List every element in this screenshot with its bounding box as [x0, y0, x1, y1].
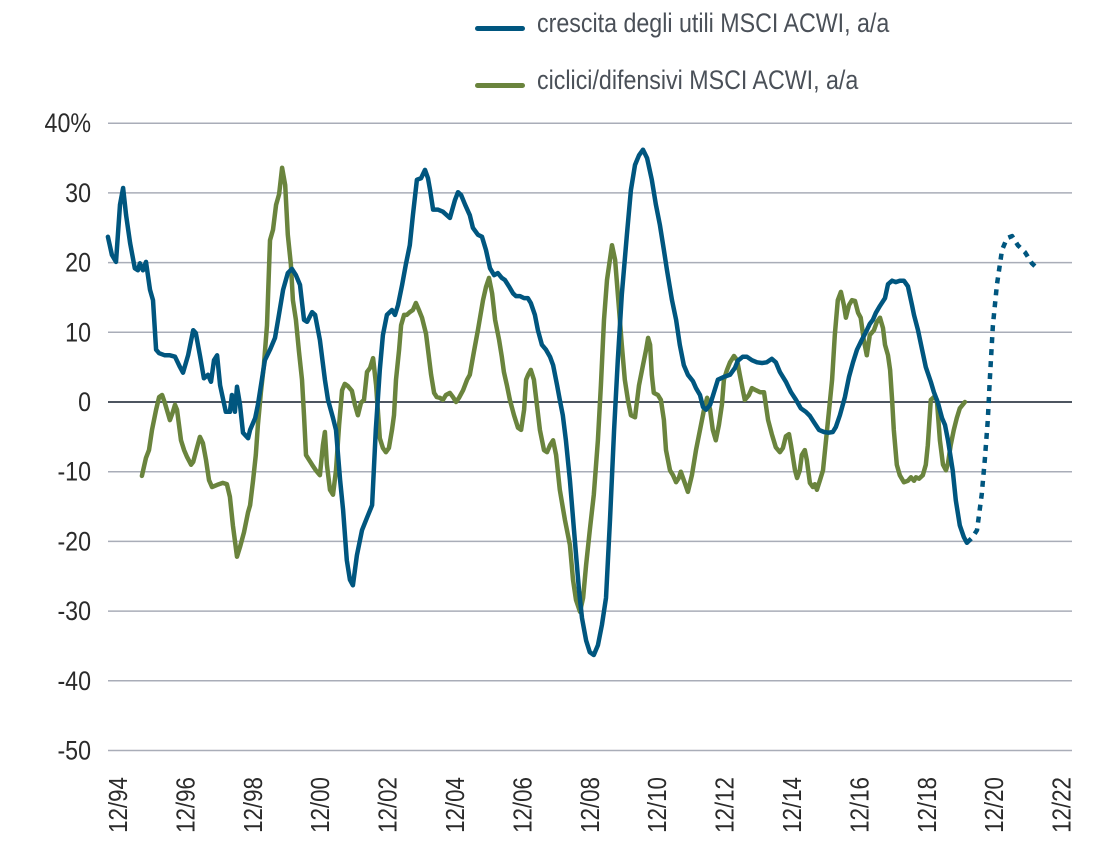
x-tick-label: 12/20: [981, 777, 1010, 833]
x-tick-label: 12/10: [644, 777, 673, 833]
series-line-cyclicals-defensives: [139, 165, 968, 615]
legend-swatch-green: [475, 83, 525, 88]
x-tick-label: 12/00: [307, 777, 336, 833]
x-tick-label: 12/18: [913, 777, 942, 833]
y-tick-label: 20: [65, 248, 91, 278]
x-tick-label: 12/02: [374, 777, 403, 833]
y-tick-label: 30: [65, 178, 91, 208]
x-tick-label: 12/06: [509, 777, 538, 833]
x-tick-label: 12/94: [104, 777, 133, 833]
y-tick-label: -20: [57, 527, 91, 557]
series-line-earnings-forecast-dotted: [965, 233, 1039, 545]
x-tick-label: 12/16: [846, 777, 875, 833]
y-tick-label: 10: [65, 318, 91, 348]
x-tick-label: 12/04: [441, 777, 470, 833]
y-axis-tick-labels: 40% 30 20 10 0 -10 -20 -30 -40 -50: [45, 109, 91, 766]
series-lines: [105, 147, 1039, 658]
y-tick-label: -40: [57, 666, 91, 696]
legend-label: crescita degli utili MSCI ACWI, a/a: [537, 8, 890, 38]
y-tick-label: 0: [78, 387, 91, 417]
y-tick-label: -30: [57, 597, 91, 627]
legend-label: ciclici/difensivi MSCI ACWI, a/a: [537, 65, 859, 95]
series-line-earnings-growth: [105, 147, 970, 658]
x-tick-label: 12/14: [778, 777, 807, 833]
x-axis-tick-labels: 12/94 12/96 12/98 12/00 12/02 12/04 12/06 12/08…: [104, 777, 1077, 833]
x-tick-label: 12/22: [1048, 777, 1077, 833]
y-tick-label: 40%: [45, 109, 91, 139]
x-tick-label: 12/08: [576, 777, 605, 833]
x-tick-label: 12/12: [711, 777, 740, 833]
y-tick-label: -50: [57, 736, 91, 766]
x-tick-label: 12/98: [239, 777, 268, 833]
x-tick-label: 12/96: [172, 777, 201, 833]
y-tick-label: -10: [57, 457, 91, 487]
legend-swatch-blue: [475, 26, 525, 31]
